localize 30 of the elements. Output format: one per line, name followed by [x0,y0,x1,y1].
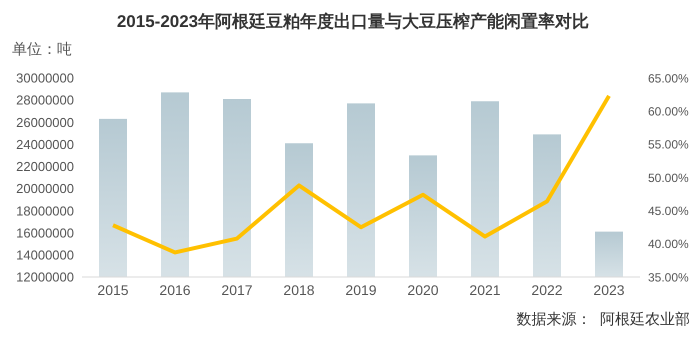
y2-tick-label: 35.00% [648,270,690,284]
chart-title: 2015-2023年阿根廷豆粕年度出口量与大豆压榨产能闲置率对比 [116,11,590,33]
y2-tick-label: 60.00% [648,104,690,118]
y-tick-label: 30000000 [16,70,74,86]
y-tick-label: 24000000 [16,136,74,152]
x-tick-label: 2019 [345,282,377,298]
y-tick-label: 16000000 [16,225,74,240]
y2-tick-label: 40.00% [648,237,690,252]
y-tick-label: 22000000 [16,159,74,174]
y2-tick-label: 50.00% [648,170,690,185]
y-axis-title: 单位：吨 [12,40,72,59]
x-tick-label: 2021 [469,282,501,298]
y2-tick-label: 45.00% [648,204,690,218]
x-tick-label: 2018 [283,282,315,298]
source-note: 数据来源： 阿根廷农业部 [516,310,690,329]
x-tick-label: 2023 [593,282,625,298]
x-tick-label: 2015 [97,282,129,298]
y-tick-label: 26000000 [16,114,74,130]
y2-tick-label: 55.00% [648,138,690,152]
x-tick-label: 2016 [159,282,191,298]
y2-tick-label: 65.00% [648,71,690,86]
line-series [111,94,611,254]
y-tick-label: 28000000 [16,92,74,108]
y-tick-label: 14000000 [16,248,74,263]
y-tick-label: 18000000 [16,203,74,218]
y-tick-label: 20000000 [16,181,74,196]
x-tick-label: 2022 [531,282,563,298]
y-tick-label: 12000000 [16,270,74,285]
x-tick-label: 2020 [407,282,439,298]
x-tick-label: 2017 [221,282,253,298]
